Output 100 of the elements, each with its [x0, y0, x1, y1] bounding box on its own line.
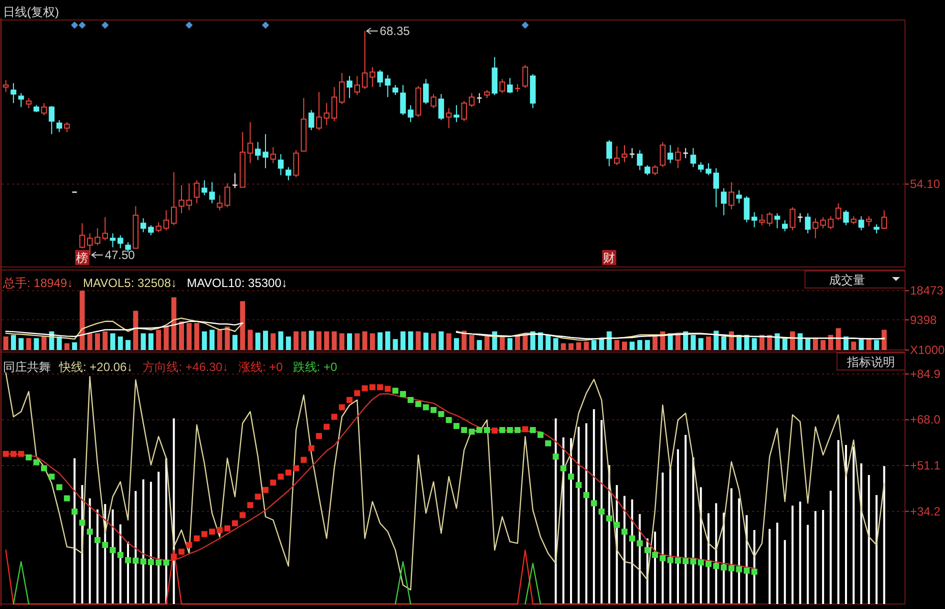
bar	[26, 338, 32, 350]
y-tick-label: 9398	[910, 312, 938, 327]
candlestick	[454, 104, 460, 123]
candlestick	[224, 182, 230, 208]
bar	[860, 463, 862, 604]
bar	[553, 338, 558, 350]
bar	[792, 506, 794, 604]
bar	[828, 334, 834, 350]
bar	[178, 321, 184, 350]
y-tick-label: 18473	[910, 284, 944, 298]
bar	[868, 475, 870, 604]
bar	[768, 528, 771, 604]
bar	[584, 342, 589, 350]
bar	[798, 333, 803, 350]
bar	[18, 338, 24, 350]
bar	[806, 524, 809, 604]
candlestick	[430, 94, 436, 109]
candlestick	[690, 148, 696, 168]
bar	[622, 342, 628, 350]
candlestick	[118, 234, 124, 249]
bar	[347, 333, 352, 350]
annotation: 68.35	[380, 24, 410, 38]
bar	[698, 338, 704, 350]
bar	[324, 331, 330, 350]
bar	[546, 334, 551, 350]
candlestick	[270, 146, 276, 164]
bar	[118, 336, 123, 350]
candlestick	[384, 74, 391, 98]
candlestick	[774, 212, 780, 229]
candlestick	[797, 212, 804, 223]
bar	[370, 333, 375, 350]
bar	[316, 331, 322, 350]
bar	[408, 331, 414, 350]
bar	[232, 334, 238, 350]
bar	[614, 340, 620, 350]
candlestick	[728, 182, 734, 210]
bar	[392, 339, 398, 350]
candlestick	[26, 98, 32, 109]
bar	[500, 336, 505, 350]
bar	[186, 323, 192, 350]
bar	[110, 333, 116, 350]
bar	[102, 331, 108, 350]
series-label: 快线: +20.06↓	[58, 360, 133, 374]
bar	[339, 333, 344, 350]
bar	[446, 333, 452, 350]
annotation: 指标说明	[846, 355, 895, 369]
bar	[507, 338, 512, 350]
candlestick	[308, 110, 314, 131]
candlestick	[858, 216, 864, 231]
bar	[837, 440, 840, 604]
candlestick	[186, 182, 192, 211]
bar	[400, 331, 406, 350]
bar	[644, 340, 650, 350]
candlestick	[232, 172, 238, 189]
candlestick	[262, 134, 268, 169]
annotation: 成交量	[829, 273, 865, 287]
bar	[560, 343, 566, 350]
bar	[637, 340, 642, 350]
candlestick	[446, 108, 452, 129]
candlestick	[682, 148, 689, 159]
bar	[3, 336, 8, 350]
bar	[852, 446, 855, 604]
bar	[64, 343, 70, 350]
candlestick	[461, 100, 467, 122]
candlestick	[499, 78, 506, 94]
bar	[874, 340, 880, 350]
bar	[752, 338, 757, 350]
bar	[423, 332, 428, 350]
bar	[630, 342, 635, 350]
candlestick	[354, 76, 360, 96]
bar	[194, 323, 200, 350]
bar	[362, 331, 368, 350]
bar	[782, 338, 788, 350]
bar	[774, 333, 780, 350]
bar	[56, 336, 62, 350]
bar	[217, 330, 222, 350]
candlestick	[392, 84, 398, 96]
candlestick	[866, 216, 872, 227]
candlestick	[56, 120, 62, 133]
bar	[41, 336, 47, 350]
bar	[568, 343, 574, 350]
bar	[431, 333, 436, 350]
candlestick	[744, 196, 750, 223]
candlestick	[331, 86, 338, 122]
bar	[278, 331, 284, 350]
candlestick	[652, 164, 658, 176]
bar	[133, 310, 138, 350]
candlestick	[522, 64, 528, 89]
candlestick	[339, 72, 345, 105]
candlestick	[362, 30, 368, 90]
bar	[484, 336, 490, 350]
bar	[72, 342, 78, 350]
text: 同庄共舞	[3, 360, 51, 374]
bar	[332, 331, 337, 350]
candlestick	[644, 164, 650, 176]
bar	[270, 333, 276, 350]
bar	[286, 336, 291, 350]
bar	[606, 331, 612, 350]
candlestick	[286, 166, 292, 181]
bar	[438, 331, 444, 350]
